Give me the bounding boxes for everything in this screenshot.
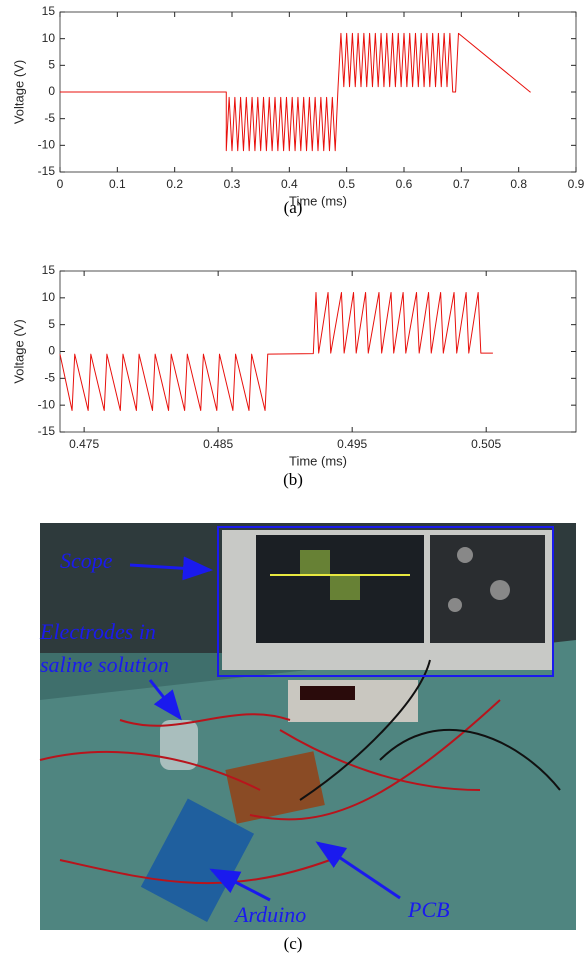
x-axis-label: Time (ms) [289,453,347,468]
x-axis-label: Time (ms) [289,193,347,208]
arduino-label: Arduino [233,902,306,927]
knob [448,598,462,612]
y-tick-label: -10 [38,138,56,152]
x-tick-label: 0.9 [568,177,585,191]
y-tick-label: -5 [44,111,55,125]
pcb-label: PCB [407,897,450,922]
y-tick-label: -15 [38,164,56,178]
arrow [209,868,271,902]
arrow [315,841,401,900]
arrow [148,679,182,721]
x-tick-label: 0.2 [166,177,183,191]
y-tick-label: 15 [42,263,56,277]
beaker [160,720,198,770]
signal-line [60,32,531,152]
photo: Scope Electrodes in saline solution Ardu… [39,523,576,930]
x-tick-label: 0.7 [453,177,470,191]
x-tick-label: 0.475 [69,437,99,451]
screen-trace [270,574,410,576]
power-display [300,686,355,700]
x-tick-label: 0.3 [224,177,241,191]
x-tick-label: 0.495 [337,437,367,451]
x-tick-label: 0.505 [471,437,501,451]
pcb-board [225,751,325,824]
y-tick-label: -5 [44,371,55,385]
caption: (c) [284,934,303,953]
x-tick-label: 0 [57,177,64,191]
scope-label: Scope [60,548,113,573]
y-tick-label: 5 [48,58,55,72]
scope-box [217,526,554,677]
y-axis-label: Voltage (V) [11,319,26,383]
y-axis-label: Voltage (V) [11,60,26,124]
x-tick-label: 0.485 [203,437,233,451]
knob [457,547,473,563]
arrow [129,556,213,581]
x-tick-label: 0.4 [281,177,298,191]
caption: (a) [284,198,303,217]
y-tick-label: 15 [42,4,56,18]
x-tick-label: 0.1 [109,177,126,191]
arduino-board [140,798,255,922]
y-tick-label: 10 [42,31,56,45]
plot-area [59,270,577,433]
x-tick-label: 0.6 [396,177,413,191]
electrodes-label: saline solution [40,652,169,677]
scope-controls [430,535,545,643]
x-tick-label: 0.5 [338,177,355,191]
x-tick-label: 0.8 [510,177,527,191]
knob [490,580,510,600]
electrodes-label: Electrodes in [39,619,156,644]
screen-wave [330,574,360,600]
y-tick-label: -15 [38,424,56,438]
y-tick-label: 0 [48,84,55,98]
caption: (b) [283,470,303,489]
screen-wave [300,550,330,574]
signal-line [59,291,493,412]
y-tick-label: 5 [48,317,55,331]
y-tick-label: 10 [42,290,56,304]
wires [39,699,501,885]
y-tick-label: 0 [48,344,55,358]
y-tick-label: -10 [38,397,56,411]
